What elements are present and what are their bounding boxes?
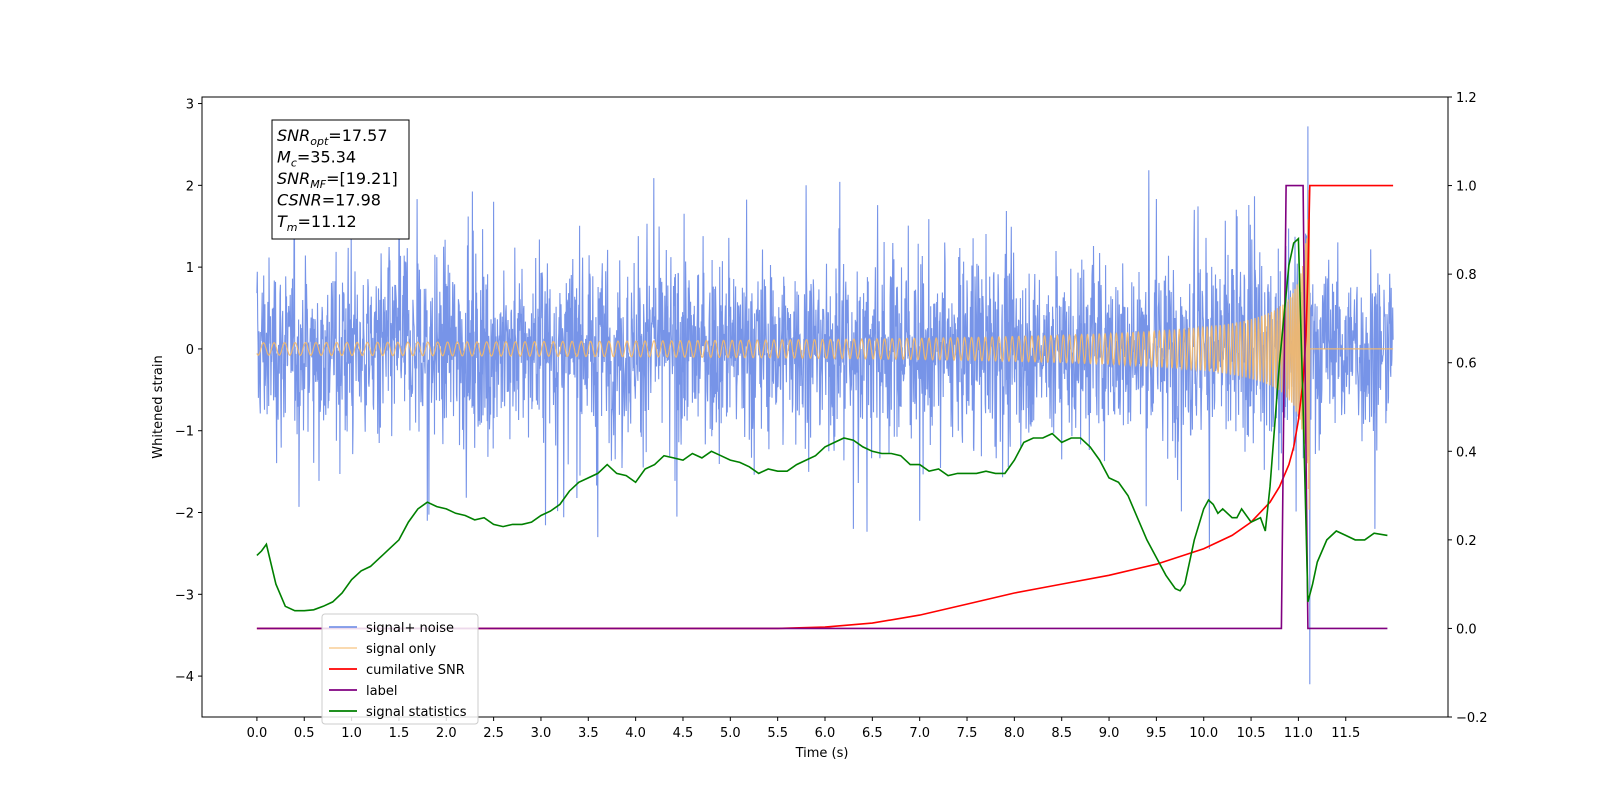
x-tick-label: 9.5 [1146,726,1167,741]
info-line: Mc=35.34 [277,148,356,170]
x-tick-label: 10.0 [1189,726,1218,741]
y-right-tick-label: −0.2 [1456,711,1488,726]
legend-entry-label: signal+ noise [366,621,454,636]
x-tick-label: 7.0 [909,726,930,741]
x-tick-label: 6.5 [862,726,883,741]
x-tick-label: 8.5 [1051,726,1072,741]
info-box-frame [271,119,410,240]
info-line: Tm=11.12 [277,212,357,234]
y-axis-right: 1.2 1.0 0.8 0.6 0.4 0.2 0.0 −0.2 [1448,91,1488,726]
series-signal-statistics-line [256,236,1388,612]
y-right-tick-label: 0.4 [1456,445,1477,460]
y-right-tick-label: 0.6 [1456,357,1477,372]
series-signal-only-line [256,189,1394,510]
y-right-tick-label: 0.0 [1456,622,1477,637]
x-tick-label: 8.0 [1004,726,1025,741]
y-left-tick-label: −4 [175,670,194,685]
y-left-tick-label: −2 [175,507,194,522]
x-tick-label: 7.5 [957,726,978,741]
legend-entry-label: label [366,684,397,699]
x-tick-label: 3.5 [578,726,599,741]
y-left-tick-label: 3 [186,98,194,113]
x-tick-label: 1.5 [389,726,410,741]
x-tick-label: 0.0 [247,726,268,741]
y-left-tick-label: −1 [175,425,194,440]
x-tick-label: 4.0 [625,726,646,741]
legend: signal+ noise signal only cumilative SNR la… [321,613,479,725]
x-tick-label: 3.0 [531,726,552,741]
x-tick-label: 2.5 [483,726,504,741]
x-tick-label: 10.5 [1237,726,1266,741]
series-cumulative-snr-line [256,184,1394,630]
x-tick-label: 11.5 [1331,726,1360,741]
x-tick-label: 6.0 [815,726,836,741]
info-box: SNRopt=17.57Mc=35.34SNRMF=[19.21]CSNR=17… [271,119,410,240]
y-right-tick-label: 1.2 [1456,91,1477,106]
y-left-tick-label: 2 [186,179,194,194]
y-left-tick-label: 0 [186,343,194,358]
x-tick-label: 1.0 [341,726,362,741]
y-left-tick-label: 1 [186,261,194,276]
x-tick-label: 9.0 [1099,726,1120,741]
x-tick-label: 5.0 [720,726,741,741]
x-tick-label: 5.5 [767,726,788,741]
x-tick-label: 2.0 [436,726,457,741]
info-line: SNRopt=17.57 [277,126,388,148]
x-tick-label: 11.0 [1284,726,1313,741]
plot-traces [256,126,1394,685]
y-right-tick-label: 0.2 [1456,534,1477,549]
x-axis-label: Time (s) [795,746,849,761]
info-line: CSNR=17.98 [277,191,381,210]
series-label-line [256,184,1388,630]
y-right-tick-label: 1.0 [1456,180,1477,195]
x-axis: 0.0 0.5 1.0 1.5 2.0 2.5 3.0 3.5 4.0 4.5 5.0 5.5 6.0 6… [247,717,1360,741]
legend-entry-label: signal only [366,642,436,657]
info-line: SNRMF=[19.21] [277,169,398,191]
x-tick-label: 4.5 [673,726,694,741]
y-axis-left: 3 2 1 0 −1 −2 −3 −4 [175,98,202,685]
x-tick-label: 0.5 [294,726,315,741]
y-left-tick-label: −3 [175,588,194,603]
legend-entry-label: cumilative SNR [366,663,465,678]
legend-frame [321,613,479,725]
y-axis-label: Whitened strain [151,355,166,458]
legend-entry-label: signal statistics [366,705,467,720]
series-signal-noise-line [256,126,1394,685]
y-right-tick-label: 0.8 [1456,268,1477,283]
